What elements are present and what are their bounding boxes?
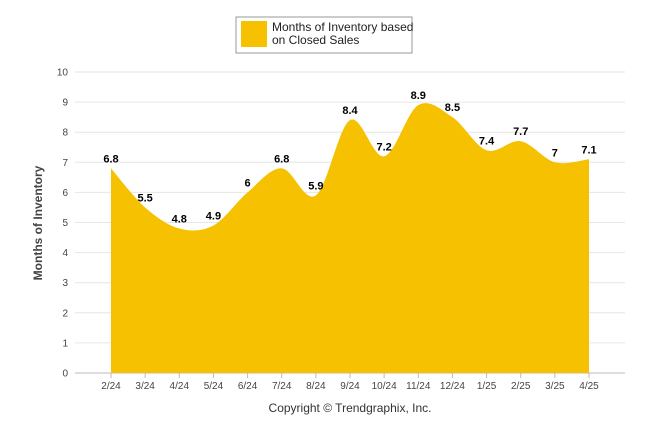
y-tick-label: 4 bbox=[62, 248, 68, 259]
data-label: 7.2 bbox=[376, 141, 391, 153]
copyright-footer: Copyright © Trendgraphix, Inc. bbox=[269, 401, 432, 415]
y-axis-ticks: 0 1 2 3 4 5 6 7 8 9 10 bbox=[57, 68, 69, 380]
data-label: 4.9 bbox=[206, 211, 221, 223]
x-tick-label: 8/24 bbox=[306, 381, 326, 392]
x-tick-label: 6/24 bbox=[238, 381, 258, 392]
y-tick-label: 3 bbox=[62, 278, 68, 289]
area-fill bbox=[111, 103, 589, 374]
x-axis-ticks: 2/24 3/24 4/24 5/24 6/24 7/24 8/24 9/24 10/24 11/… bbox=[101, 373, 599, 392]
y-axis-title: Months of Inventory bbox=[31, 165, 45, 280]
data-label: 7 bbox=[552, 147, 558, 159]
y-tick-label: 10 bbox=[57, 68, 69, 79]
data-label: 8.4 bbox=[342, 105, 358, 117]
y-tick-label: 8 bbox=[62, 128, 68, 139]
legend-swatch bbox=[241, 21, 267, 47]
data-label: 7.4 bbox=[479, 135, 495, 147]
data-label: 8.5 bbox=[445, 102, 460, 114]
data-label: 6 bbox=[245, 177, 251, 189]
data-label: 5.9 bbox=[308, 180, 323, 192]
x-tick-label: 4/25 bbox=[579, 381, 599, 392]
x-tick-label: 3/25 bbox=[545, 381, 565, 392]
x-tick-label: 5/24 bbox=[204, 381, 224, 392]
x-tick-label: 11/24 bbox=[406, 381, 431, 392]
data-label: 4.8 bbox=[172, 214, 187, 226]
x-tick-label: 1/25 bbox=[477, 381, 497, 392]
y-tick-label: 5 bbox=[62, 218, 68, 229]
data-label: 7.7 bbox=[513, 126, 528, 138]
y-tick-label: 1 bbox=[62, 338, 68, 349]
data-labels: 6.8 5.5 4.8 4.9 6 6.8 5.9 8.4 7.2 8.9 8.5 7.4 7.7 7 7.… bbox=[103, 90, 596, 225]
y-tick-label: 6 bbox=[62, 188, 68, 199]
data-label: 7.1 bbox=[581, 144, 596, 156]
x-tick-label: 2/24 bbox=[101, 381, 121, 392]
x-tick-label: 10/24 bbox=[372, 381, 397, 392]
data-label: 8.9 bbox=[411, 90, 426, 102]
data-label: 5.5 bbox=[137, 192, 152, 204]
y-tick-label: 2 bbox=[62, 308, 68, 319]
area-series bbox=[111, 103, 589, 374]
legend-line-2: on Closed Sales bbox=[272, 33, 359, 47]
legend-line-1: Months of Inventory based bbox=[272, 20, 413, 34]
legend: Months of Inventory based on Closed Sale… bbox=[235, 16, 413, 54]
x-tick-label: 7/24 bbox=[272, 381, 292, 392]
x-tick-label: 2/25 bbox=[511, 381, 531, 392]
y-tick-label: 7 bbox=[62, 158, 68, 169]
y-tick-label: 9 bbox=[62, 98, 68, 109]
x-tick-label: 4/24 bbox=[170, 381, 190, 392]
x-tick-label: 9/24 bbox=[340, 381, 360, 392]
data-label: 6.8 bbox=[103, 153, 118, 165]
x-tick-label: 3/24 bbox=[135, 381, 155, 392]
x-tick-label: 12/24 bbox=[440, 381, 465, 392]
data-label: 6.8 bbox=[274, 153, 289, 165]
y-tick-label: 0 bbox=[62, 369, 68, 380]
